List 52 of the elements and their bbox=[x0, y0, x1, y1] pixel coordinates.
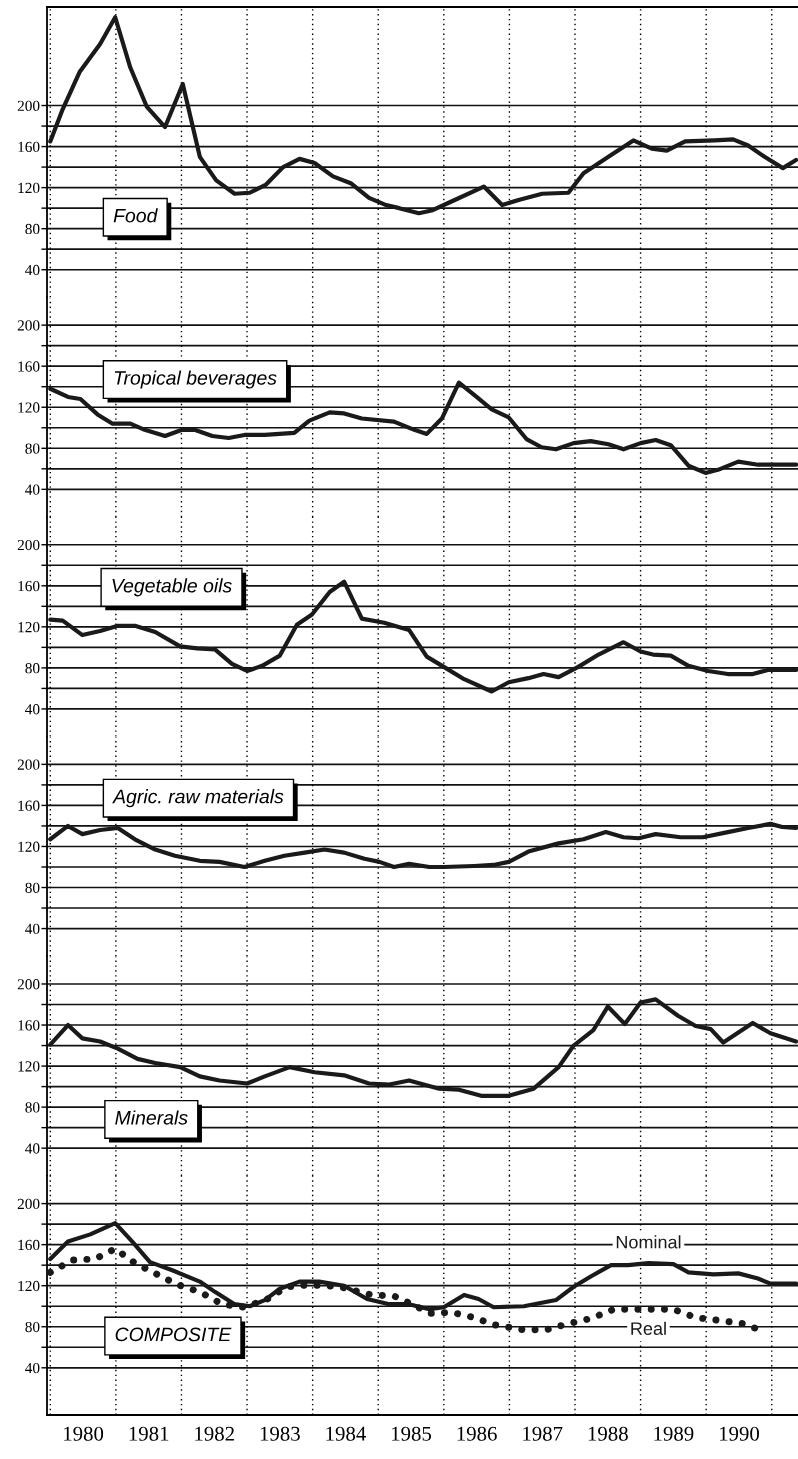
text: Agric. raw materials bbox=[112, 789, 284, 808]
line-series bbox=[48, 997, 798, 1098]
series-label: Nominal bbox=[616, 1235, 681, 1249]
x-tick-label: 1983 bbox=[260, 1426, 300, 1441]
y-tick-label: 160 bbox=[18, 1239, 40, 1251]
x-tick-label: 1985 bbox=[392, 1426, 432, 1441]
y-tick-label: 160 bbox=[18, 800, 40, 811]
y-tick-label: 40 bbox=[25, 1362, 40, 1374]
line-series bbox=[48, 579, 798, 694]
y-tick-label: 160 bbox=[18, 141, 40, 153]
y-tick-label: 200 bbox=[17, 100, 40, 111]
y-tick-label: 160 bbox=[18, 361, 40, 372]
x-tick-label: 1988 bbox=[588, 1426, 628, 1441]
text: Tropical beverages bbox=[114, 370, 277, 389]
y-tick-label: 120 bbox=[18, 182, 40, 194]
y-tick-label: 80 bbox=[25, 882, 40, 893]
x-tick-label: 1980 bbox=[64, 1426, 104, 1441]
y-tick-label: 80 bbox=[25, 1321, 40, 1333]
y-tick-label: 160 bbox=[18, 580, 40, 592]
y-tick-label: 80 bbox=[25, 1102, 40, 1113]
y-tick-label: 200 bbox=[17, 759, 40, 770]
y-tick-label: 80 bbox=[25, 663, 40, 674]
text: Minerals bbox=[115, 1110, 188, 1125]
text: Vegetable oils bbox=[112, 578, 232, 597]
x-tick-label: 1989 bbox=[654, 1426, 694, 1441]
y-tick-label: 40 bbox=[25, 264, 40, 276]
line-series bbox=[48, 821, 798, 870]
series-label: Real bbox=[631, 1321, 666, 1335]
y-tick-label: 200 bbox=[17, 320, 40, 331]
x-tick-label: 1987 bbox=[523, 1426, 563, 1441]
y-tick-label: 160 bbox=[18, 1020, 40, 1031]
x-tick-label: 1982 bbox=[195, 1426, 234, 1441]
y-tick-label: 120 bbox=[18, 621, 40, 633]
y-tick-label: 120 bbox=[18, 402, 40, 413]
y-tick-label: 200 bbox=[17, 1198, 40, 1210]
y-tick-label: 200 bbox=[17, 979, 40, 990]
y-tick-label: 80 bbox=[25, 443, 40, 454]
y-tick-label: 40 bbox=[25, 484, 40, 495]
x-tick-label: 1981 bbox=[129, 1426, 169, 1441]
y-tick-label: 200 bbox=[17, 539, 40, 551]
y-tick-label: 120 bbox=[18, 1061, 40, 1072]
y-tick-label: 40 bbox=[25, 1143, 40, 1154]
y-tick-label: 120 bbox=[18, 841, 40, 852]
x-tick-label: 1986 bbox=[457, 1426, 497, 1441]
y-tick-label: 80 bbox=[25, 223, 40, 235]
x-tick-label: 1990 bbox=[719, 1426, 760, 1441]
y-tick-label: 120 bbox=[18, 1280, 40, 1292]
y-tick-label: 40 bbox=[25, 923, 40, 935]
y-tick-label: 40 bbox=[25, 704, 40, 715]
text: Food bbox=[113, 208, 158, 223]
text: COMPOSITE bbox=[115, 1327, 232, 1342]
x-tick-label: 1984 bbox=[326, 1426, 366, 1441]
